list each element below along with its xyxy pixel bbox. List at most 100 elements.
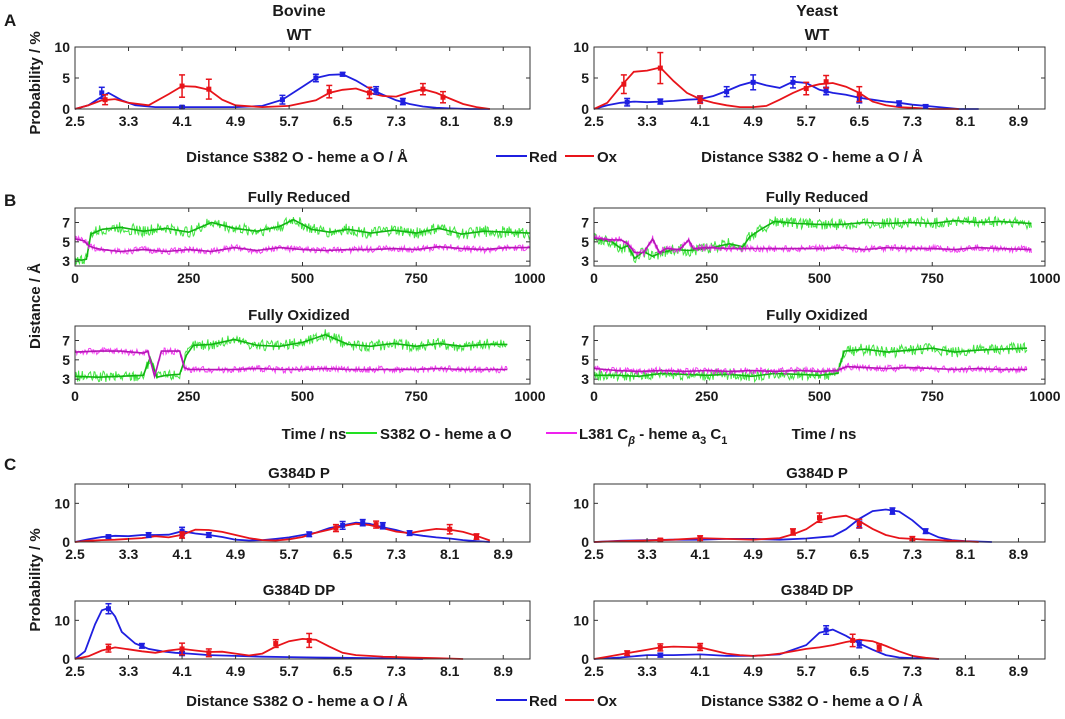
x-tick-label: 4.1 [690,663,710,679]
error-bar-A-yeast-red [723,85,730,98]
x-tick-label: 5.7 [797,546,817,562]
error-bar-marker [856,520,862,526]
error-bar-marker [206,86,212,92]
y-tick-label: 0 [62,651,70,667]
x-tick-label: 2.5 [584,663,604,679]
panel-c-bovine-p-title: G384D P [268,465,330,482]
x-tick-label: 1000 [1029,270,1060,286]
x-tick-label: 3.3 [637,546,657,562]
x-tick-label: 8.9 [494,113,514,129]
error-bar-A-bovine-red [373,85,380,95]
x-tick-label: 4.9 [226,663,246,679]
line-C-bovine-P-ox [74,522,491,543]
x-tick-label: 8.9 [1009,546,1029,562]
line-C-bovine-DP-ox [74,637,464,660]
error-bar-marker [923,528,929,534]
error-bar-C-yeast-DP-ox [697,642,704,652]
error-bar-A-bovine-ox [102,93,109,106]
error-bar-A-yeast-red [789,76,796,89]
error-bar-marker [102,97,108,103]
y-tick-label: 0 [581,534,589,550]
trace-smooth-B-yeast-reduced-0 [593,219,1032,260]
x-tick-label: 4.9 [743,113,763,129]
error-bar-C-bovine-P-red [339,520,346,530]
y-tick-label: 10 [54,495,70,511]
error-bar-marker [856,91,862,97]
y-tick-label: 5 [62,234,70,250]
line-A-yeast-red [593,80,979,110]
axes-frame-A-bovine [74,46,531,110]
line-A-bovine-ox [74,85,491,110]
y-tick-label: 10 [573,39,589,55]
error-bar-C-yeast-DP-ox [657,643,664,652]
error-bar-marker [326,89,332,95]
panel-a-yeast-x-label: Distance S382 O - heme a O / Å [701,149,923,166]
panel-b-bovine-x-label: Time / ns [282,426,347,443]
error-bar-marker [823,79,829,85]
axes-frame-B-yeast-reduced [593,207,1046,267]
x-tick-label: 4.1 [172,546,192,562]
error-bar-C-yeast-DP-red [823,624,830,636]
line-C-yeast-DP-red [593,628,939,660]
error-bar-C-bovine-DP-ox [105,643,112,653]
x-tick-label: 1000 [514,270,545,286]
panel-c-bovine-x-label: Distance S382 O - heme a O / Å [186,693,408,710]
error-bar-C-bovine-DP-ox [306,632,313,649]
legend-l381-label: L381 Cβ - heme a3 C1 [579,426,727,447]
y-tick-label: 0 [62,534,70,550]
error-bar-A-bovine-ox [179,74,186,98]
trace-smooth-B-bovine-oxidized-0 [74,333,508,379]
legend-l381-mid: - heme a [635,426,701,443]
x-tick-label: 8.1 [440,663,460,679]
error-bar-marker [420,86,426,92]
trace-raw-B-yeast-reduced-1 [593,233,1032,258]
y-tick-label: 7 [581,215,589,231]
x-tick-label: 5.7 [279,113,299,129]
error-bar-C-yeast-P-red [889,507,896,515]
trace-smooth-B-yeast-oxidized-1 [593,365,1027,373]
trace-raw-B-bovine-reduced-1 [74,234,531,255]
error-bar-C-yeast-DP-ox [624,650,631,657]
panel-c-yeast-dp-title: G384D DP [781,582,854,599]
line-A-yeast-ox [593,66,959,110]
x-tick-label: 500 [808,270,832,286]
chart-C-bovine-DP: 2.5 3.3 4.1 4.9 5.7 6.5 7.3 8.1 8.9 0 10 [54,600,531,679]
legend-ox-label: Ox [597,149,618,166]
error-bar-C-bovine-P-ox [446,523,453,535]
error-bar-marker [697,644,703,650]
error-bar-marker [850,637,856,643]
error-bar-marker [340,71,346,77]
error-bar-marker [750,79,756,85]
axes-frame-C-bovine-P [74,483,531,543]
error-bar-marker [473,534,479,540]
error-bar-marker [823,88,829,94]
legend-l381-sub-1: 1 [721,435,727,447]
error-bar-A-yeast-ox [620,74,627,95]
error-bar-A-yeast-red [896,100,903,107]
y-tick-label: 3 [62,253,70,269]
x-tick-label: 6.5 [850,546,870,562]
x-tick-label: 750 [921,270,945,286]
x-tick-label: 5.7 [797,113,817,129]
legend-s382-label: S382 O - heme a O [380,426,512,443]
error-bar-marker [400,99,406,105]
error-bar-marker [923,104,929,110]
error-bar-marker [657,537,663,543]
trace-raw-B-bovine-oxidized-0 [74,329,508,383]
x-tick-label: 7.3 [903,113,923,129]
x-tick-label: 500 [291,270,315,286]
error-bar-marker [139,643,145,649]
error-bar-marker [105,606,111,612]
error-bar-marker [823,627,829,633]
column-title-bovine: Bovine [272,3,325,20]
x-tick-label: 750 [921,388,945,404]
legend-red-ox-c: Red Ox [496,693,618,710]
x-tick-label: 4.9 [743,663,763,679]
y-tick-label: 5 [581,234,589,250]
error-bar-A-yeast-red [922,103,929,110]
error-bar-A-bovine-red [98,86,105,100]
x-tick-label: 4.9 [743,546,763,562]
error-bar-marker [447,526,453,532]
line-C-yeast-P-ox [593,514,979,543]
